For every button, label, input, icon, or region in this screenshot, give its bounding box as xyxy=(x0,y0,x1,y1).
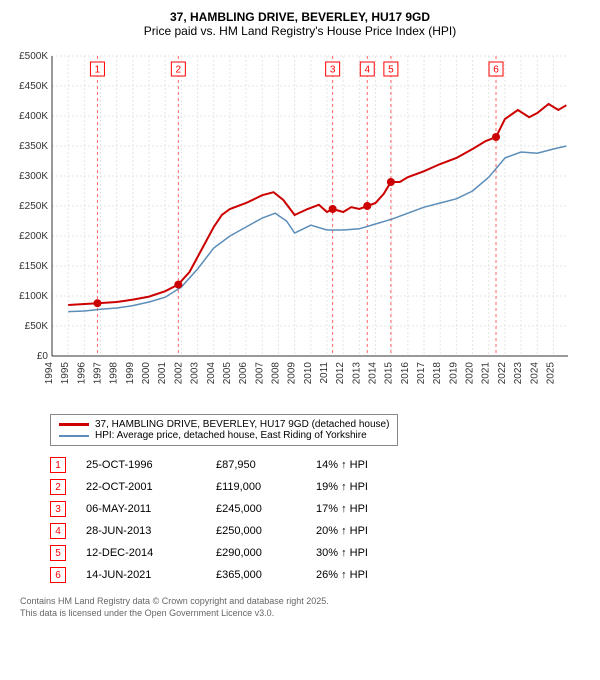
table-row: 3 06-MAY-2011 £245,000 17% ↑ HPI xyxy=(50,498,590,520)
chart-subtitle: Price paid vs. HM Land Registry's House … xyxy=(10,24,590,38)
legend-swatch-1 xyxy=(59,423,89,426)
chart-title: 37, HAMBLING DRIVE, BEVERLEY, HU17 9GD xyxy=(10,10,590,24)
footnote: Contains HM Land Registry data © Crown c… xyxy=(20,596,590,619)
tx-price: £245,000 xyxy=(216,503,296,515)
svg-text:1996: 1996 xyxy=(76,362,87,385)
svg-text:1999: 1999 xyxy=(125,362,136,385)
svg-text:2015: 2015 xyxy=(384,362,395,385)
tx-pct: 17% ↑ HPI xyxy=(316,503,406,515)
legend-label-1: 37, HAMBLING DRIVE, BEVERLEY, HU17 9GD (… xyxy=(95,419,389,430)
tx-pct: 20% ↑ HPI xyxy=(316,525,406,537)
svg-text:2014: 2014 xyxy=(368,362,379,385)
svg-text:2009: 2009 xyxy=(287,362,298,385)
svg-text:2002: 2002 xyxy=(173,362,184,385)
svg-text:2007: 2007 xyxy=(254,362,265,385)
svg-text:£300K: £300K xyxy=(19,171,48,182)
footnote-line-1: Contains HM Land Registry data © Crown c… xyxy=(20,596,590,608)
svg-text:2025: 2025 xyxy=(545,362,556,385)
svg-text:2004: 2004 xyxy=(206,362,217,385)
tx-marker: 6 xyxy=(50,567,66,583)
svg-text:2008: 2008 xyxy=(270,362,281,385)
svg-text:1997: 1997 xyxy=(93,362,104,385)
svg-text:£400K: £400K xyxy=(19,111,48,122)
svg-text:2005: 2005 xyxy=(222,362,233,385)
svg-text:2017: 2017 xyxy=(416,362,427,385)
svg-text:2021: 2021 xyxy=(481,362,492,385)
svg-text:1994: 1994 xyxy=(44,362,55,385)
svg-text:2019: 2019 xyxy=(448,362,459,385)
svg-text:2001: 2001 xyxy=(157,362,168,385)
tx-pct: 14% ↑ HPI xyxy=(316,459,406,471)
chart-area: £0 £50K £100K £150K £200K £250K £300K £350K £400… xyxy=(10,46,590,406)
svg-text:6: 6 xyxy=(493,65,499,76)
svg-text:5: 5 xyxy=(388,65,394,76)
svg-text:2024: 2024 xyxy=(529,362,540,385)
tx-pct: 26% ↑ HPI xyxy=(316,569,406,581)
tx-date: 22-OCT-2001 xyxy=(86,481,196,493)
svg-text:2012: 2012 xyxy=(335,362,346,385)
tx-price: £119,000 xyxy=(216,481,296,493)
tx-date: 25-OCT-1996 xyxy=(86,459,196,471)
table-row: 4 28-JUN-2013 £250,000 20% ↑ HPI xyxy=(50,520,590,542)
svg-text:2010: 2010 xyxy=(303,362,314,385)
svg-text:2020: 2020 xyxy=(465,362,476,385)
svg-text:£200K: £200K xyxy=(19,231,48,242)
table-row: 2 22-OCT-2001 £119,000 19% ↑ HPI xyxy=(50,476,590,498)
tx-price: £365,000 xyxy=(216,569,296,581)
tx-price: £250,000 xyxy=(216,525,296,537)
tx-date: 06-MAY-2011 xyxy=(86,503,196,515)
svg-text:2003: 2003 xyxy=(190,362,201,385)
tx-marker: 3 xyxy=(50,501,66,517)
legend-label-2: HPI: Average price, detached house, East… xyxy=(95,430,367,441)
tx-marker: 4 xyxy=(50,523,66,539)
tx-date: 28-JUN-2013 xyxy=(86,525,196,537)
legend: 37, HAMBLING DRIVE, BEVERLEY, HU17 9GD (… xyxy=(50,414,398,446)
transactions-table: 1 25-OCT-1996 £87,950 14% ↑ HPI 2 22-OCT-2001… xyxy=(50,454,590,586)
tx-marker: 5 xyxy=(50,545,66,561)
table-row: 6 14-JUN-2021 £365,000 26% ↑ HPI xyxy=(50,564,590,586)
line-chart: £0 £50K £100K £150K £200K £250K £300K £350K £400… xyxy=(10,46,570,406)
svg-text:2000: 2000 xyxy=(141,362,152,385)
svg-text:£150K: £150K xyxy=(19,261,48,272)
tx-price: £87,950 xyxy=(216,459,296,471)
svg-text:2016: 2016 xyxy=(400,362,411,385)
svg-text:2023: 2023 xyxy=(513,362,524,385)
tx-marker: 1 xyxy=(50,457,66,473)
tx-pct: 30% ↑ HPI xyxy=(316,547,406,559)
svg-text:£450K: £450K xyxy=(19,81,48,92)
table-row: 1 25-OCT-1996 £87,950 14% ↑ HPI xyxy=(50,454,590,476)
svg-text:£0: £0 xyxy=(37,351,49,362)
table-row: 5 12-DEC-2014 £290,000 30% ↑ HPI xyxy=(50,542,590,564)
tx-marker: 2 xyxy=(50,479,66,495)
svg-text:£500K: £500K xyxy=(19,51,48,62)
svg-text:2013: 2013 xyxy=(351,362,362,385)
tx-pct: 19% ↑ HPI xyxy=(316,481,406,493)
footnote-line-2: This data is licensed under the Open Gov… xyxy=(20,608,590,620)
tx-price: £290,000 xyxy=(216,547,296,559)
svg-text:3: 3 xyxy=(330,65,336,76)
tx-date: 14-JUN-2021 xyxy=(86,569,196,581)
svg-text:£350K: £350K xyxy=(19,141,48,152)
svg-text:2022: 2022 xyxy=(497,362,508,385)
legend-swatch-2 xyxy=(59,435,89,437)
svg-text:2: 2 xyxy=(176,65,182,76)
svg-text:1: 1 xyxy=(95,65,101,76)
svg-text:2006: 2006 xyxy=(238,362,249,385)
svg-text:£50K: £50K xyxy=(25,321,49,332)
svg-text:1995: 1995 xyxy=(60,362,71,385)
svg-text:£100K: £100K xyxy=(19,291,48,302)
svg-text:4: 4 xyxy=(364,65,370,76)
tx-date: 12-DEC-2014 xyxy=(86,547,196,559)
svg-text:£250K: £250K xyxy=(19,201,48,212)
svg-text:2018: 2018 xyxy=(432,362,443,385)
svg-text:1998: 1998 xyxy=(109,362,120,385)
svg-text:2011: 2011 xyxy=(319,362,330,384)
